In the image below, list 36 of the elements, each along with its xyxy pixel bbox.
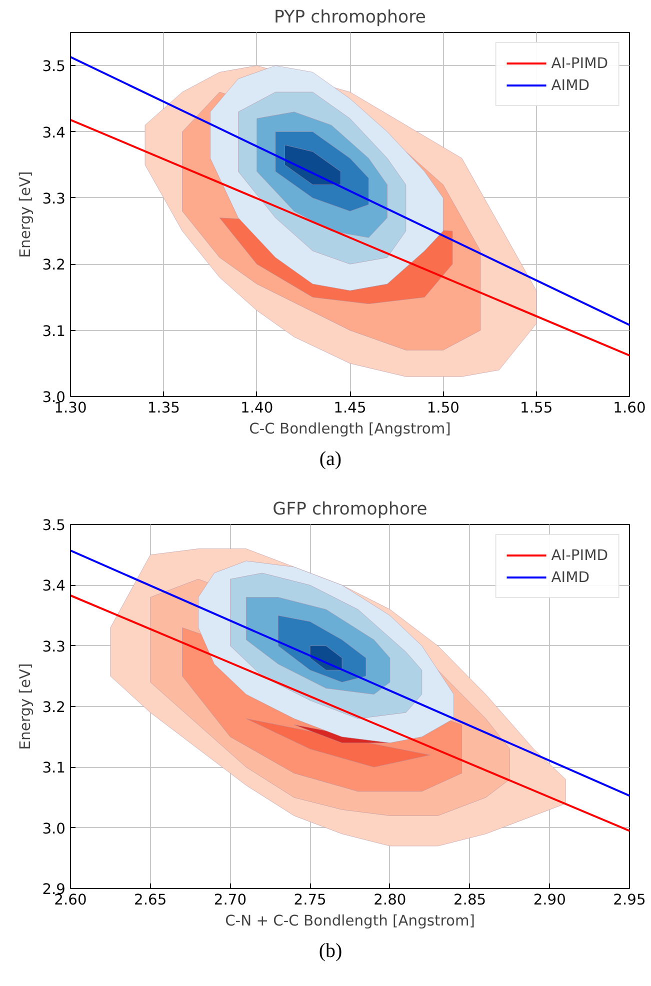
y-tick-label: 3.1	[42, 760, 66, 777]
legend-label: AI-PIMD	[551, 546, 608, 564]
x-tick-label: 2.75	[294, 892, 326, 908]
x-tick-label: 1.50	[426, 400, 460, 416]
y-axis-title: Energy [eV]	[17, 663, 34, 750]
y-tick-label: 3.5	[42, 517, 66, 534]
x-axis-title: C-C Bondlength [Angstrom]	[249, 420, 451, 438]
legend-label: AIMD	[551, 76, 590, 94]
text: (a)	[319, 447, 342, 472]
x-tick-label: 1.55	[520, 400, 553, 416]
y-tick-label: 3.5	[42, 58, 66, 76]
x-tick-label: 1.35	[147, 400, 180, 416]
y-tick-label: 3.2	[42, 256, 66, 274]
chart-title: GFP chromophore	[272, 500, 428, 520]
legend-label: AI-PIMD	[551, 54, 608, 72]
y-tick-label: 3.0	[42, 820, 66, 838]
x-tick-label: 2.80	[374, 892, 406, 908]
x-tick-label: 2.90	[533, 892, 566, 908]
x-tick-label: 2.65	[134, 892, 167, 908]
x-tick-label: 1.45	[334, 400, 366, 416]
y-tick-label: 3.2	[42, 699, 66, 716]
y-axis-title: Energy [eV]	[17, 171, 34, 258]
x-tick-label: 1.40	[240, 400, 274, 416]
legend-label: AIMD	[551, 568, 590, 586]
y-tick-label: 3.4	[42, 124, 66, 142]
y-tick-label: 3.3	[42, 638, 66, 656]
x-tick-label: 2.70	[214, 892, 247, 908]
y-tick-label: 3.4	[42, 578, 66, 595]
x-axis-title: C-N + C-C Bondlength [Angstrom]	[225, 912, 475, 930]
text: (b)	[318, 939, 342, 964]
y-tick-label: 3.3	[42, 190, 66, 208]
x-tick-label: 1.60	[613, 400, 646, 416]
x-tick-label: 2.85	[453, 892, 486, 908]
chart-title: PYP chromophore	[274, 8, 426, 28]
y-tick-label: 3.1	[42, 322, 66, 340]
x-tick-label: 2.95	[613, 892, 646, 908]
